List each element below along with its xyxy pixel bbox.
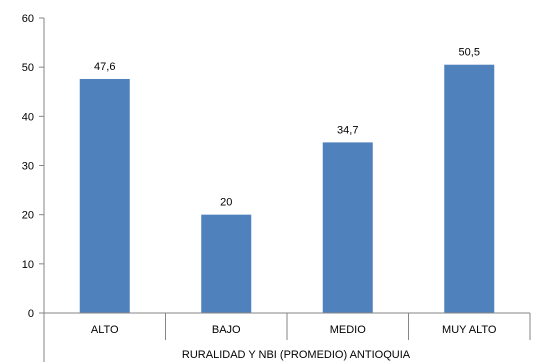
x-tick-label: ALTO — [91, 324, 119, 336]
y-tick-label: 20 — [22, 210, 34, 222]
data-label: 34,7 — [337, 124, 358, 136]
y-tick-label: 40 — [22, 111, 34, 123]
x-tick-label: MEDIO — [330, 324, 367, 336]
bar-medio — [322, 142, 373, 313]
x-axis-title: RURALIDAD Y NBI (PROMEDIO) ANTIOQUIA — [182, 349, 411, 361]
y-tick-label: 60 — [22, 13, 34, 25]
bars: 47,6 20 34,7 50,5 — [79, 47, 495, 313]
y-tick-label: 10 — [22, 259, 34, 271]
data-label: 47,6 — [94, 61, 115, 73]
y-axis: 0 10 20 30 40 50 60 — [22, 13, 45, 362]
y-tick-label: 0 — [28, 308, 34, 320]
x-tick-label: MUY ALTO — [442, 324, 497, 336]
y-tick-label: 30 — [22, 161, 34, 173]
data-label: 20 — [220, 197, 232, 209]
bar-bajo — [201, 214, 252, 313]
bar-alto — [79, 78, 130, 313]
bar-muy-alto — [444, 64, 495, 313]
x-axis: ALTO BAJO MEDIO MUY ALTO — [44, 312, 531, 340]
data-label: 50,5 — [459, 47, 480, 59]
y-tick-label: 50 — [22, 62, 34, 74]
x-tick-label: BAJO — [212, 324, 241, 336]
